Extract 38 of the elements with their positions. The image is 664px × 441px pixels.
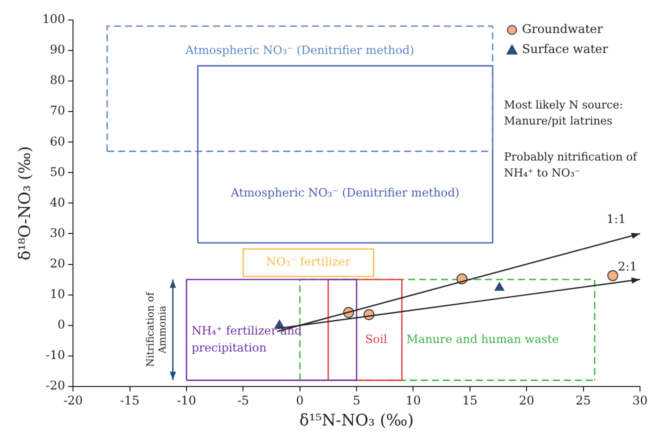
annotation: Most likely N source: Manure/pit latrines	[504, 98, 623, 128]
x-tick-label: 0	[296, 394, 304, 408]
y-tick-label: 50	[50, 164, 66, 179]
x-tick-label: 15	[462, 394, 478, 408]
y-tick-label: 10	[50, 286, 66, 301]
y-tick-label: 20	[50, 256, 66, 270]
series-label: Soil	[365, 332, 388, 346]
y-tick-label: 60	[50, 134, 66, 148]
y-tick-label: 100	[42, 12, 66, 26]
annotation: Nitrification of Ammonia	[145, 290, 168, 367]
x-tick-label: -10	[176, 394, 196, 408]
x-tick-label: 30	[632, 394, 648, 408]
annotation: 1:1	[606, 212, 626, 226]
series-label: Atmospheric NO₃⁻ (Denitrifier method)	[184, 43, 414, 58]
x-tick-label: -20	[63, 394, 83, 408]
x-tick-label: 5	[352, 394, 360, 408]
y-tick-label: 80	[50, 73, 66, 88]
series-label: NO₃⁻ fertilizer	[266, 254, 352, 269]
text: Manure and human waste	[406, 332, 559, 346]
y-axis-title: δ¹⁸O-NO₃ (‰)	[14, 146, 34, 260]
x-tick-label: 20	[518, 394, 534, 408]
y-tick-label: -10	[46, 348, 66, 362]
y-tick-label: 30	[50, 226, 66, 240]
y-tick-label: 90	[50, 42, 66, 57]
y-tick-label: 0	[57, 317, 66, 332]
annotation: Probably nitrification of NH₄⁺ to NO₃⁻	[504, 150, 638, 180]
annotation: 2:1	[618, 259, 638, 274]
x-axis-title: δ¹⁵N-NO₃ (‰)	[299, 410, 414, 430]
y-tick-label: 40	[50, 195, 66, 210]
legend-label: Surface water	[522, 42, 608, 56]
text: Atmospheric NO₃⁻ (Denitrifier method)	[230, 185, 460, 200]
x-tick-label: 10	[406, 394, 421, 408]
x-tick-label: -5	[237, 394, 250, 408]
x-tick-label: 25	[576, 394, 591, 408]
y-tick-label: -20	[46, 378, 66, 393]
legend-label: Groundwater	[522, 22, 604, 36]
x-tick-label: -15	[120, 394, 140, 408]
y-tick-label: 70	[50, 104, 66, 118]
